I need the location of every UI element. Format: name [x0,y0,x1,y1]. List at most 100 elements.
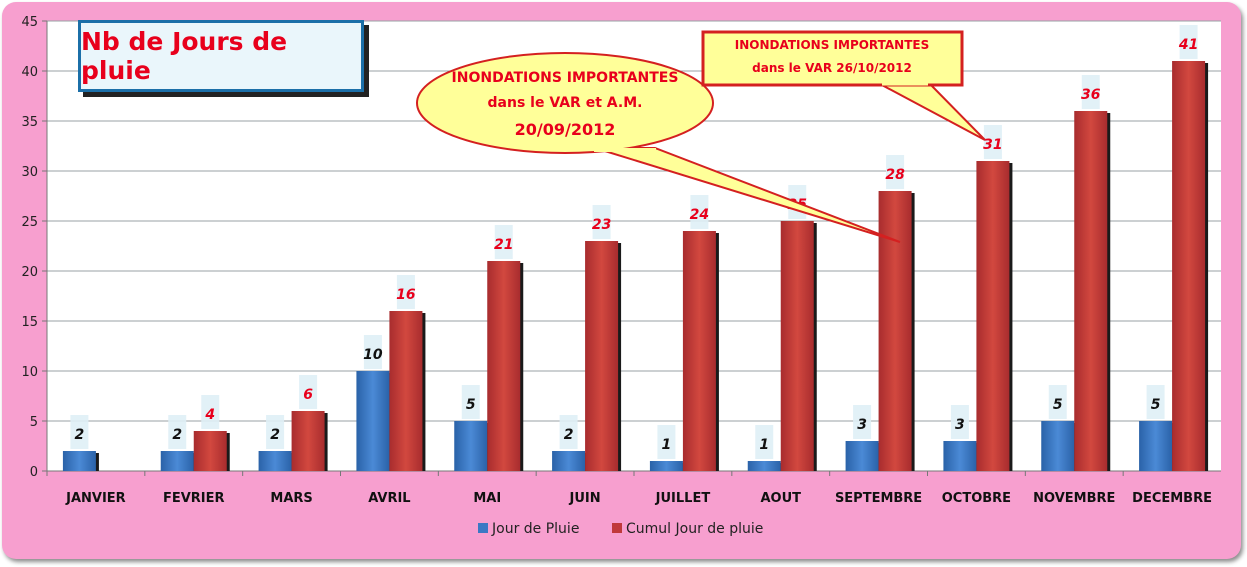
legend-label: Jour de Pluie [491,521,579,537]
y-tick-label: 35 [21,115,38,130]
data-label: 10 [363,347,383,363]
chart-title: Nb de Jours de pluie [78,20,364,92]
x-tick-label: NOVEMBRE [1033,491,1115,506]
data-label: 1 [759,437,769,453]
bar-cumul [389,311,423,471]
y-tick-label: 15 [21,315,38,330]
data-label: 5 [466,397,476,413]
data-label-bg [396,275,415,309]
data-label-bg [168,415,187,449]
data-label: 24 [690,207,709,223]
bar-cumul [682,231,716,471]
data-label: 1 [662,437,672,453]
y-tick-label: 20 [21,265,38,280]
bar-jour-de-pluie [649,461,683,471]
data-label: 5 [1151,397,1161,413]
data-label: 2 [172,427,182,443]
data-label: 23 [592,217,611,233]
data-label: 28 [885,167,905,183]
y-tick-label: 30 [21,165,38,180]
data-label-bg [983,125,1002,159]
data-label-bg [363,335,382,369]
legend-label: Cumul Jour de pluie [626,521,763,537]
data-label-bg [299,375,318,409]
callout-line: dans le VAR 26/10/2012 [752,61,912,75]
bar-cumul [976,161,1010,471]
x-tick-label: MAI [473,491,501,506]
callout-line: INONDATIONS IMPORTANTES [451,70,679,86]
y-tick-label: 40 [21,65,38,80]
data-label-bg [1179,25,1198,59]
data-label-bg [266,415,285,449]
data-label-bg [1048,385,1067,419]
data-label: 4 [204,407,215,423]
data-label-bg [755,425,774,459]
bar-cumul [487,261,521,471]
data-label: 6 [303,387,313,403]
y-tick-label: 5 [30,415,38,430]
x-tick-label: AVRIL [368,491,410,506]
x-tick-label: FEVRIER [163,491,225,506]
data-label-bg [853,405,872,439]
data-label: 3 [857,417,867,433]
data-label: 21 [494,237,513,253]
data-label-bg [461,385,480,419]
y-tick-label: 10 [21,365,38,380]
callout-line: 20/09/2012 [514,120,616,139]
bar-cumul [878,191,912,471]
data-label-bg [886,155,905,189]
data-label-bg [592,205,611,239]
data-label-bg [494,225,513,259]
bar-jour-de-pluie [258,451,292,471]
legend-swatch [478,523,488,533]
callout-line: dans le VAR et A.M. [487,95,643,111]
bar-jour-de-pluie [943,441,977,471]
x-tick-label: MARS [270,491,312,506]
bar-jour-de-pluie [845,441,879,471]
x-tick-label: JUILLET [655,491,711,506]
bar-jour-de-pluie [1041,421,1075,471]
data-labels: 222105211335546162123242528313641 [70,25,1198,459]
x-tick-label: JUIN [569,491,601,506]
bar-jour-de-pluie [160,451,194,471]
y-tick-label: 45 [21,15,38,30]
bar-cumul [193,431,227,471]
x-tick-label: OCTOBRE [942,491,1011,506]
data-label: 2 [564,427,574,443]
bars [62,61,1209,471]
x-tick-label: SEPTEMBRE [835,491,922,506]
data-label: 2 [270,427,280,443]
bar-jour-de-pluie [747,461,781,471]
legend-swatch [612,523,622,533]
bar-jour-de-pluie [1139,421,1173,471]
data-label: 2 [75,427,85,443]
data-label-bg [1146,385,1165,419]
callout-box [701,30,964,87]
bar-cumul [1172,61,1206,471]
callout-line: INONDATIONS IMPORTANTES [734,38,930,52]
data-label-bg [950,405,969,439]
bar-cumul [1074,111,1108,471]
data-label: 31 [983,137,1002,153]
bar-jour-de-pluie [454,421,488,471]
data-label: 3 [955,417,965,433]
data-label: 5 [1053,397,1063,413]
data-label: 16 [396,287,416,303]
data-label-bg [201,395,220,429]
bar-jour-de-pluie [62,451,96,471]
data-label: 36 [1081,87,1101,103]
data-label-bg [690,195,709,229]
x-tick-label: DECEMBRE [1132,491,1212,506]
bar-cumul [585,241,619,471]
y-tick-label: 0 [30,465,38,480]
legend: Jour de Pluie Cumul Jour de pluie [478,521,763,537]
x-tick-label: JANVIER [65,491,126,506]
data-label-bg [559,415,578,449]
data-label: 41 [1178,37,1198,53]
bar-jour-de-pluie [552,451,586,471]
callout-bubble [416,52,714,154]
data-label-bg [657,425,676,459]
y-tick-label: 25 [21,215,38,230]
